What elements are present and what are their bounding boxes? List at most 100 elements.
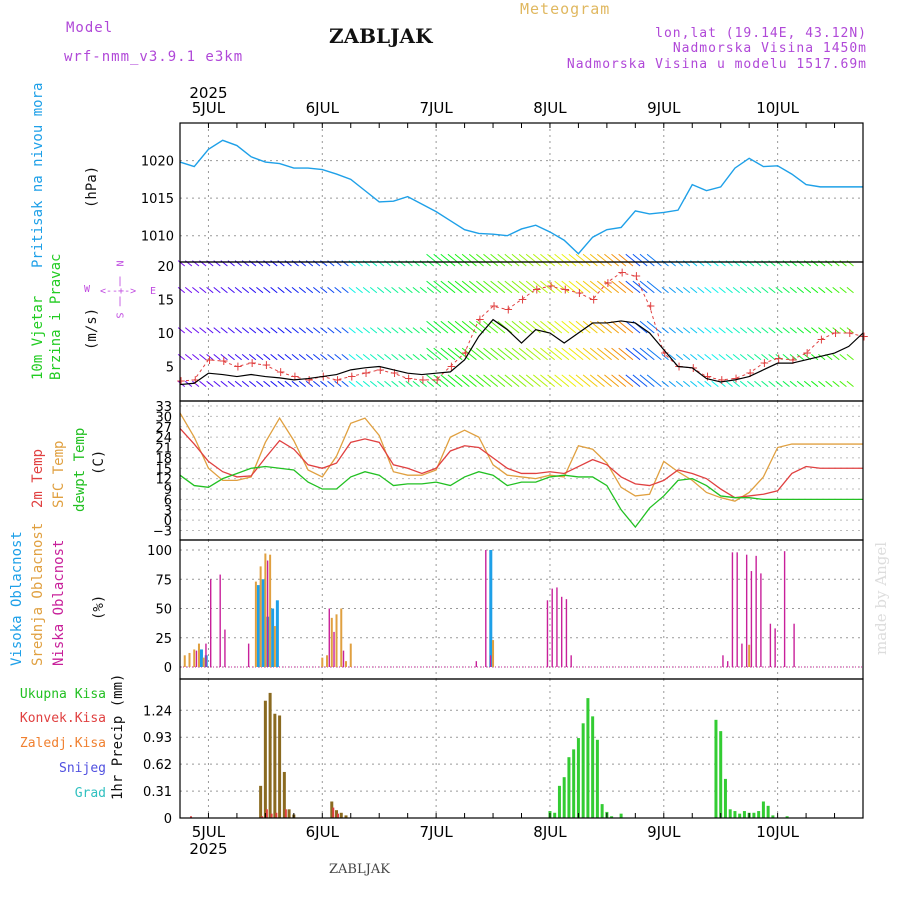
- wind-barb: [377, 287, 385, 294]
- temp-tick-label: −3: [153, 525, 172, 540]
- wind-barb: [362, 354, 371, 361]
- wind-barb: [461, 374, 477, 387]
- day-label-top: 10JUL: [756, 99, 799, 117]
- wind-gust-marker: +: [788, 353, 798, 367]
- precip-tick-label: 0.93: [143, 731, 172, 746]
- wind-barb: [739, 287, 748, 294]
- wind-barb: [575, 253, 591, 267]
- wind-barb: [575, 347, 591, 361]
- wind-barb: [568, 253, 584, 267]
- wind-barb: [618, 280, 634, 294]
- wind-gust-marker: +: [389, 366, 399, 380]
- wind-barb: [298, 354, 307, 361]
- wind-gust-marker: +: [503, 303, 513, 317]
- wind-barb: [811, 380, 819, 387]
- wind-barb: [334, 380, 342, 387]
- cloud-mid-bar: [748, 644, 751, 667]
- wind-barb: [803, 287, 812, 294]
- cloud-mid-bar: [326, 655, 329, 667]
- temp-tick-label: 21: [155, 442, 172, 457]
- wind-barb: [604, 253, 620, 267]
- wind-barb: [468, 280, 484, 294]
- wind-barb: [263, 380, 271, 387]
- wind-barb: [825, 380, 833, 387]
- day-label-top: 8JUL: [533, 99, 567, 117]
- wind-barb: [461, 347, 477, 361]
- cloud-low-bar: [726, 661, 729, 667]
- wind-barb: [704, 380, 712, 387]
- wind-barb: [313, 327, 321, 334]
- wind-barb: [839, 354, 847, 361]
- wind-barb: [639, 280, 655, 294]
- day-label-top: 7JUL: [419, 99, 453, 117]
- wind-barb: [377, 354, 385, 361]
- pressure-tick-label: 1010: [141, 230, 174, 245]
- wind-barb: [391, 287, 399, 294]
- wind-barb: [377, 327, 385, 334]
- precip-total-bar: [576, 738, 580, 818]
- wind-barb: [398, 327, 406, 334]
- wind-barb: [248, 380, 257, 387]
- wind-barb: [497, 320, 513, 334]
- wind-barb: [561, 280, 577, 294]
- wind-barb: [398, 354, 406, 361]
- precip-total-bar: [567, 757, 571, 818]
- precip-total-bar: [733, 811, 737, 818]
- wind-barb: [589, 347, 605, 361]
- wind-barb: [732, 287, 740, 294]
- wind-barb: [718, 327, 726, 334]
- wind-barb: [589, 374, 605, 387]
- wind-barb: [775, 380, 783, 387]
- wind-barb: [468, 374, 484, 387]
- wind-barb: [184, 354, 193, 361]
- wind-barb: [220, 287, 228, 294]
- wind-barb: [184, 327, 193, 334]
- wind-barb: [525, 320, 541, 334]
- wind-barb: [818, 327, 826, 334]
- wind-barb: [554, 374, 570, 387]
- day-label-top: 6JUL: [306, 99, 340, 117]
- wind-tick-label: 15: [157, 294, 174, 309]
- wind-barb: [575, 280, 591, 294]
- legend-total-rain: Ukupna Kisa: [19, 687, 106, 702]
- wind-barb: [419, 380, 427, 387]
- wind-barb: [540, 280, 556, 294]
- wind-barb: [754, 380, 762, 387]
- wind-tick-label: 10: [157, 327, 174, 342]
- day-label-bottom: 8JUL: [533, 823, 567, 841]
- wind-barb: [782, 287, 790, 294]
- wind-barb: [697, 287, 705, 294]
- temp-tick-label: 24: [155, 431, 172, 446]
- wind-gust-marker: +: [574, 286, 584, 300]
- wind-barb: [825, 327, 833, 334]
- wind-barb: [234, 380, 242, 387]
- wind-barb: [468, 253, 484, 267]
- wind-barb: [227, 287, 235, 294]
- wind-barb: [234, 287, 242, 294]
- wind-barb: [454, 253, 470, 267]
- wind-barb: [199, 287, 207, 294]
- wind-barb: [433, 253, 449, 267]
- wind-barb: [348, 287, 356, 294]
- wind-gust-marker: +: [489, 299, 499, 313]
- wind-barb: [561, 347, 577, 361]
- legend-snow: Snijeg: [59, 761, 106, 776]
- wind-barb: [313, 287, 321, 294]
- wind-barb: [206, 327, 214, 334]
- cloud-mid-bar: [193, 649, 196, 667]
- wind-barb: [334, 354, 342, 361]
- wind-barb: [227, 327, 235, 334]
- wind-barb: [483, 280, 499, 294]
- wind-barb: [270, 354, 278, 361]
- wind-barb: [412, 327, 420, 334]
- wind-gust-marker: +: [774, 351, 784, 365]
- wind-barb: [582, 280, 598, 294]
- precip-convective-bar: [275, 812, 278, 818]
- temp-tick-label: 0: [164, 514, 172, 529]
- wind-barb: [490, 347, 506, 361]
- wind-barb: [540, 347, 556, 361]
- cloud-mid-bar: [321, 657, 324, 667]
- wind-barb: [632, 253, 648, 267]
- wind-barb: [384, 287, 392, 294]
- wind-barb: [426, 253, 442, 267]
